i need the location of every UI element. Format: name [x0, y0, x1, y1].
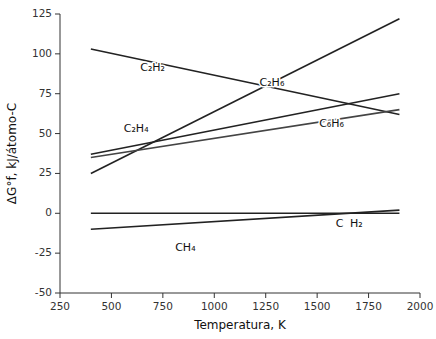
y-tick-label: -25 — [35, 246, 52, 258]
annotation: H₂ — [350, 217, 363, 230]
series-line — [91, 212, 400, 214]
y-tick-label: 125 — [32, 7, 52, 19]
y-tick-label: 25 — [39, 166, 52, 178]
annotation: CH₄ — [175, 241, 196, 254]
x-axis-line — [60, 293, 420, 294]
annotation: C — [336, 217, 344, 230]
x-tick-label: 750 — [153, 300, 173, 312]
plot-area — [60, 14, 420, 293]
y-tick — [55, 53, 60, 54]
chart: 250 500 750 1000 1250 1500 1750 2000 -50 -25 0 25 50… — [0, 0, 436, 339]
x-tick — [317, 293, 318, 298]
annotation: C₂H₂ — [140, 61, 165, 74]
x-tick — [162, 293, 163, 298]
annotation: C₂H₄ — [124, 122, 149, 135]
y-tick — [55, 213, 60, 214]
series-line — [91, 110, 400, 158]
x-tick-label: 250 — [50, 300, 70, 312]
annotation: C₆H₆ — [319, 117, 344, 130]
y-tick-label: 100 — [32, 47, 52, 59]
x-tick — [368, 293, 369, 298]
x-tick — [60, 293, 61, 298]
y-tick-label: 0 — [45, 206, 52, 218]
x-tick-label: 1000 — [201, 300, 228, 312]
series-group — [91, 19, 400, 229]
y-tick — [55, 93, 60, 94]
y-axis-line — [60, 14, 61, 293]
y-tick — [55, 293, 60, 294]
y-tick — [55, 133, 60, 134]
x-tick-label: 1500 — [304, 300, 331, 312]
y-tick-label: 50 — [39, 127, 52, 139]
annotation: C₂H₆ — [260, 76, 285, 89]
x-tick — [420, 293, 421, 298]
x-tick-label: 500 — [101, 300, 121, 312]
series-line — [91, 49, 400, 114]
y-tick — [55, 173, 60, 174]
x-tick-label: 1750 — [355, 300, 382, 312]
axes: 250 500 750 1000 1250 1500 1750 2000 -50 -25 0 25 50… — [32, 7, 433, 312]
x-tick-label: 2000 — [407, 300, 434, 312]
x-axis-title: Temperatura, K — [193, 318, 287, 332]
y-tick-label: 75 — [39, 87, 52, 99]
y-axis-title: ΔG°f, kJ/átomo-C — [5, 103, 19, 204]
x-tick — [214, 293, 215, 298]
y-tick — [55, 253, 60, 254]
series-line — [91, 94, 400, 155]
x-tick-label: 1250 — [252, 300, 279, 312]
x-tick — [111, 293, 112, 298]
series-line — [91, 19, 400, 174]
annotations: C₂H₂ C₂H₆ C₂H₄ C₆H₆ CH₄ C H₂ — [124, 61, 363, 254]
x-tick — [265, 293, 266, 298]
y-tick — [55, 14, 60, 15]
y-tick-label: -50 — [35, 286, 52, 298]
